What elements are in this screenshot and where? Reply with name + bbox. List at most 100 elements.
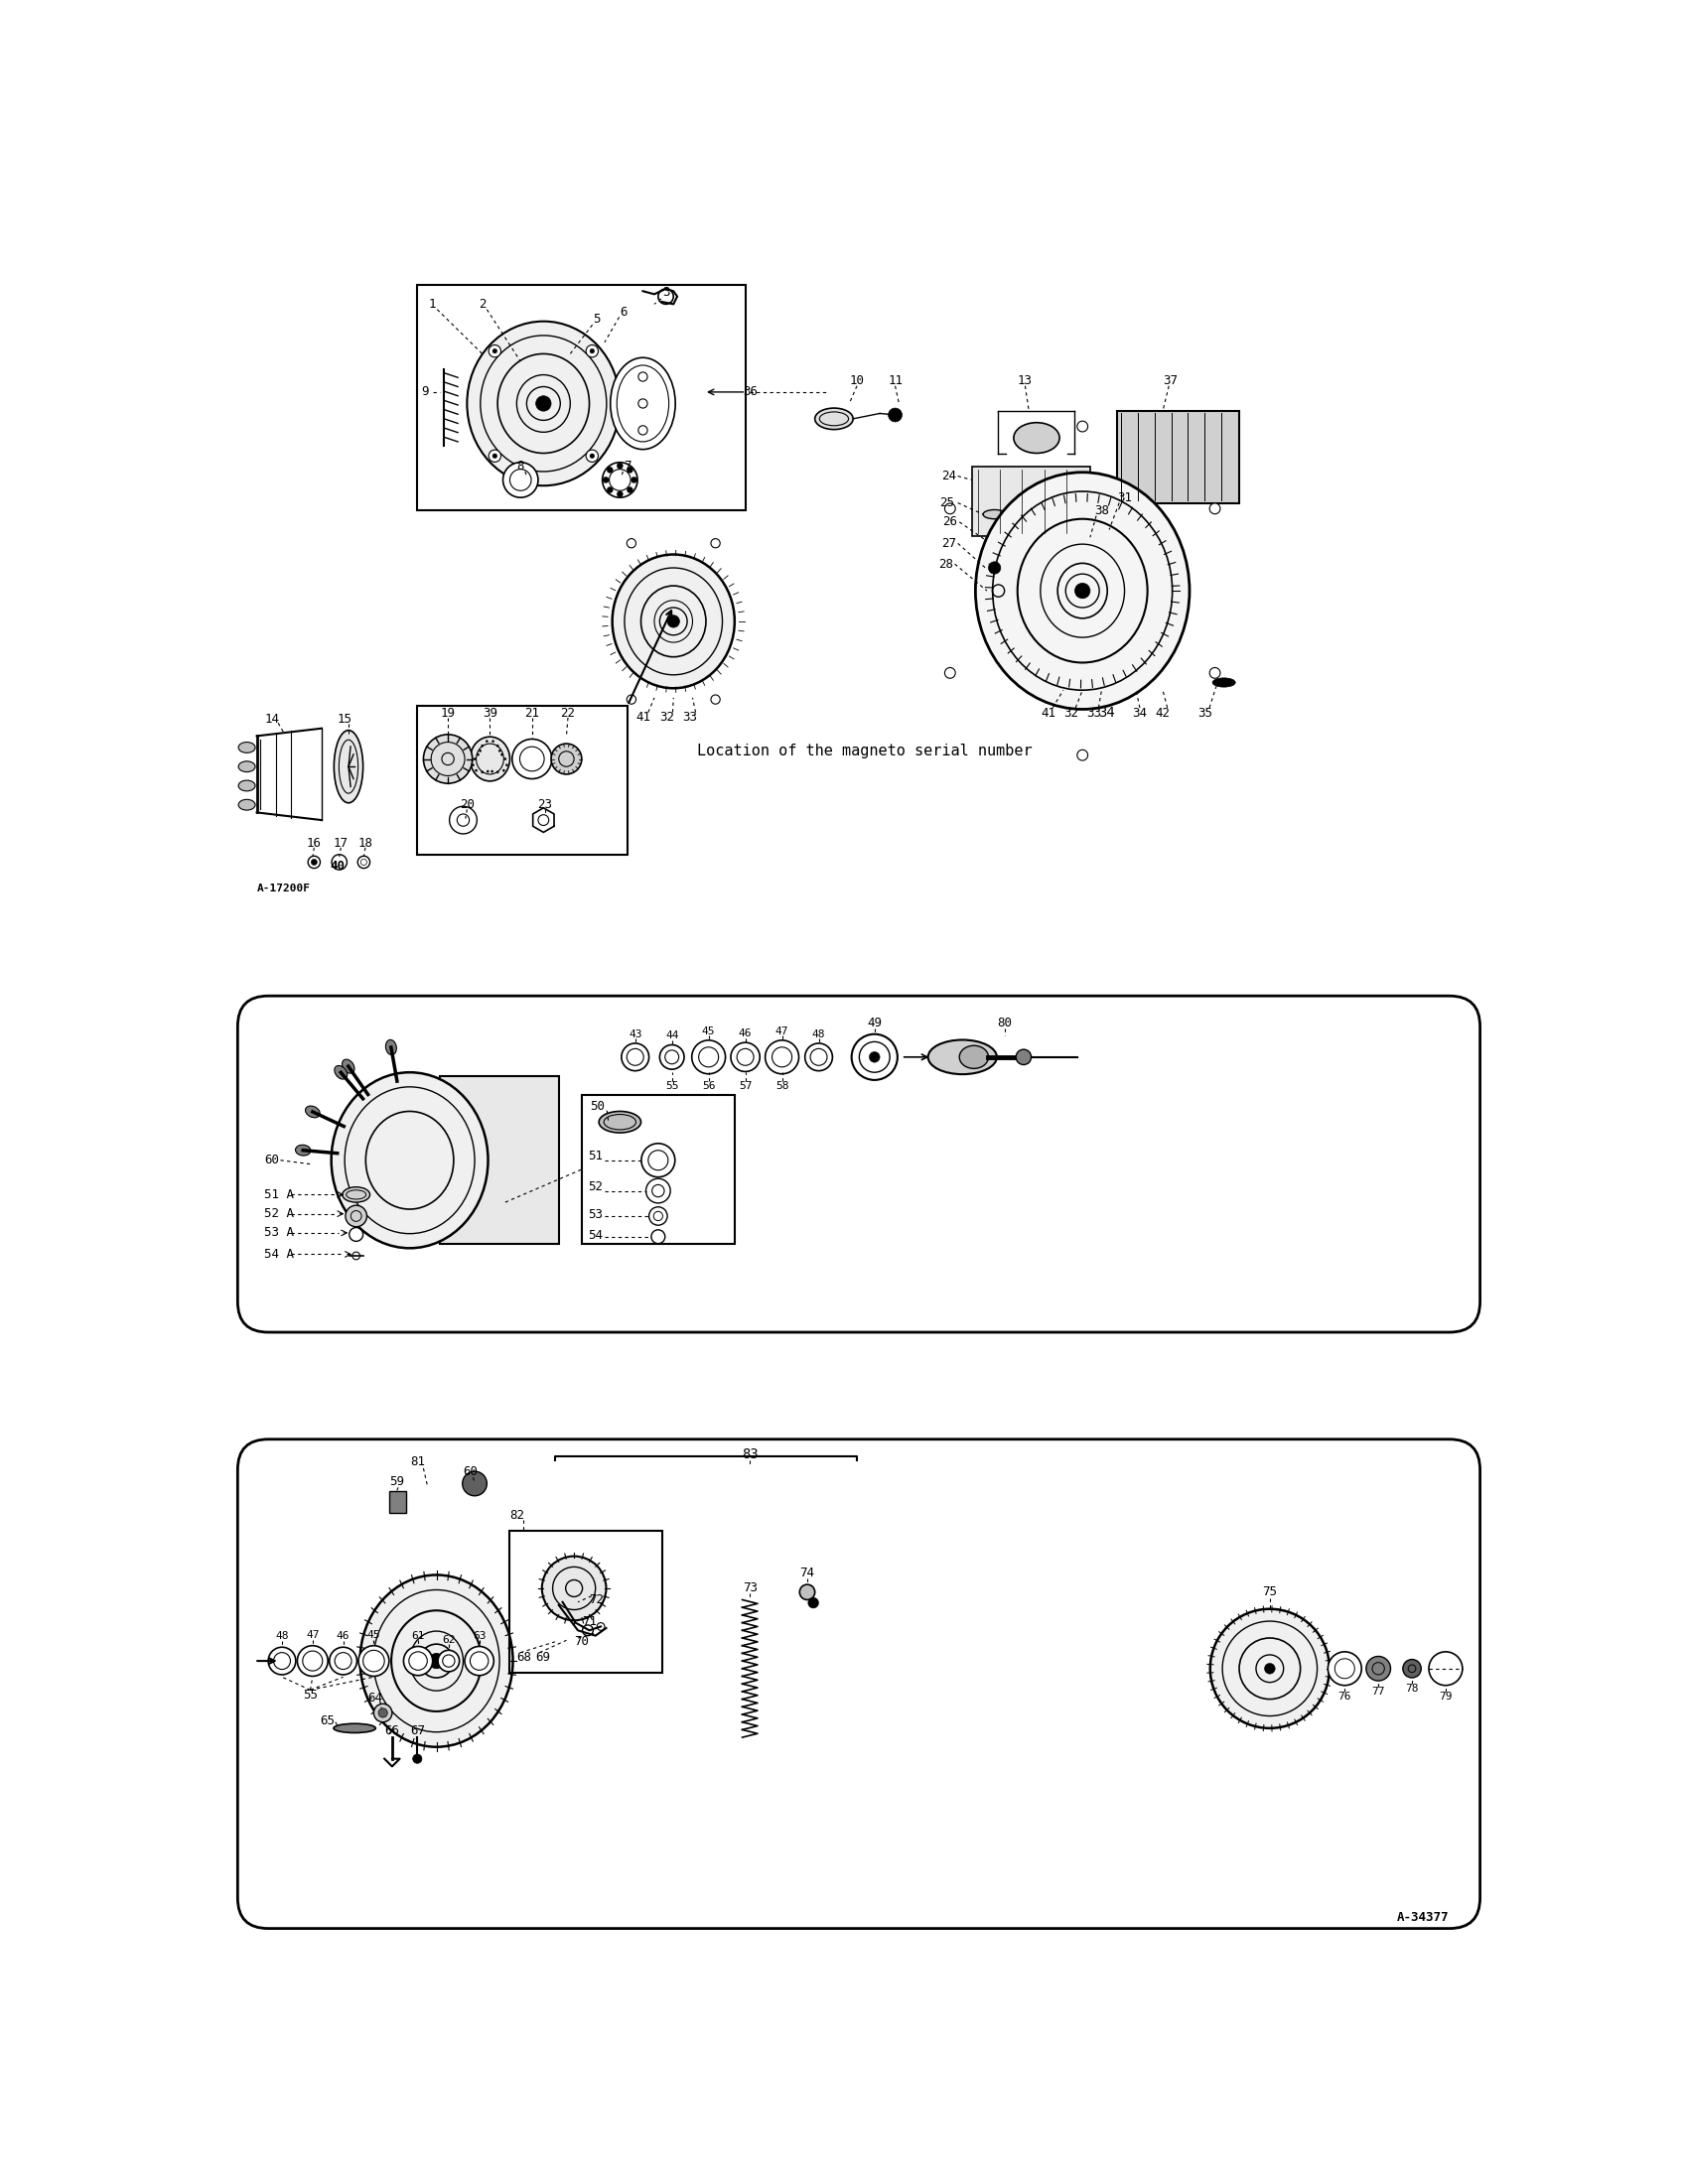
Text: 5: 5 [593,312,601,325]
Circle shape [603,476,610,483]
Text: 34: 34 [1098,705,1115,721]
Text: 21: 21 [524,708,539,719]
Circle shape [551,743,581,775]
Circle shape [1428,1651,1462,1686]
Text: 26: 26 [943,515,958,529]
Text: 78: 78 [1404,1684,1418,1693]
Bar [389,1492,406,1514]
Circle shape [1211,1610,1329,1728]
Circle shape [465,1647,493,1675]
Ellipse shape [815,408,854,430]
Text: 41: 41 [635,710,650,723]
Text: 25: 25 [940,496,955,509]
Text: 46: 46 [739,1029,753,1037]
Text: 48: 48 [274,1631,288,1642]
Circle shape [852,1035,898,1081]
Circle shape [626,487,633,494]
Ellipse shape [1212,677,1236,688]
Circle shape [805,1044,832,1070]
Circle shape [312,858,317,865]
Ellipse shape [239,762,256,771]
Ellipse shape [305,1105,320,1118]
Circle shape [374,1704,392,1721]
Circle shape [480,749,482,751]
Text: 53 A: 53 A [264,1227,295,1238]
Ellipse shape [386,1040,396,1055]
Circle shape [711,695,721,703]
Text: 73: 73 [743,1581,758,1594]
Circle shape [711,539,721,548]
Circle shape [1074,583,1090,598]
Text: 11: 11 [887,373,903,387]
Ellipse shape [610,358,675,450]
Circle shape [606,467,613,474]
Text: 6: 6 [620,306,628,319]
Ellipse shape [960,1046,989,1068]
Text: A-17200F: A-17200F [256,885,310,893]
Text: 51 A: 51 A [264,1188,295,1201]
Text: 47: 47 [306,1629,320,1640]
Circle shape [603,463,638,498]
Circle shape [413,1754,423,1762]
Circle shape [463,1472,487,1496]
Circle shape [632,476,637,483]
Text: 55: 55 [665,1081,679,1092]
Circle shape [642,1144,675,1177]
Circle shape [345,1206,367,1227]
Circle shape [477,753,480,756]
Circle shape [667,616,680,627]
Circle shape [502,769,505,771]
Text: 42: 42 [1155,708,1170,719]
Text: 60: 60 [264,1153,280,1166]
Text: 66: 66 [384,1725,399,1738]
Text: 50: 50 [589,1101,605,1114]
Circle shape [482,771,483,773]
Text: 52 A: 52 A [264,1208,295,1221]
Bar [418,284,746,511]
Circle shape [616,463,623,470]
Text: 62: 62 [441,1634,455,1645]
Text: 59: 59 [389,1474,404,1487]
Circle shape [621,1044,648,1070]
Circle shape [473,758,477,760]
Circle shape [404,1647,433,1675]
Circle shape [887,408,903,422]
Text: 23: 23 [537,799,552,810]
Bar [418,705,628,854]
Ellipse shape [983,509,1005,520]
Circle shape [989,561,1000,574]
Text: 80: 80 [997,1016,1012,1029]
Bar [1116,411,1239,502]
Text: 70: 70 [574,1636,589,1649]
Text: 15: 15 [337,712,352,725]
Ellipse shape [470,736,510,782]
Ellipse shape [295,1144,310,1155]
Text: 71: 71 [581,1614,596,1627]
Text: 52: 52 [588,1182,603,1192]
Text: 56: 56 [702,1081,716,1092]
Text: 41: 41 [1041,708,1056,719]
Text: 20: 20 [460,799,475,810]
Text: 13: 13 [1017,373,1032,387]
Text: A-34377: A-34377 [1396,1911,1448,1924]
Circle shape [429,1653,445,1669]
Text: 53: 53 [588,1208,603,1221]
Circle shape [606,487,613,494]
Circle shape [485,740,488,743]
Text: 54: 54 [588,1230,603,1243]
Circle shape [497,745,498,747]
Text: 36: 36 [743,387,758,397]
Circle shape [504,463,539,498]
Circle shape [1078,749,1088,760]
Ellipse shape [239,780,256,791]
Text: 49: 49 [867,1016,882,1029]
Circle shape [652,1230,665,1243]
Circle shape [626,695,637,703]
Circle shape [647,1179,670,1203]
Text: 72: 72 [589,1594,605,1605]
Circle shape [488,450,500,463]
Circle shape [692,1040,726,1075]
Text: 63: 63 [473,1631,487,1640]
Circle shape [648,1208,667,1225]
Text: 45: 45 [367,1629,381,1640]
